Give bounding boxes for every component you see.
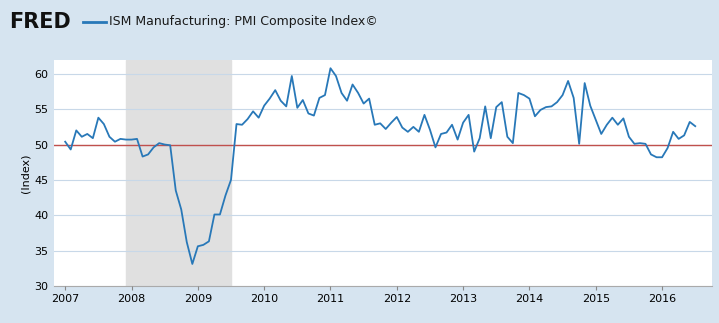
Y-axis label: (Index): (Index) (20, 153, 30, 193)
Text: FRED: FRED (9, 12, 71, 32)
Text: ISM Manufacturing: PMI Composite Index©: ISM Manufacturing: PMI Composite Index© (109, 15, 378, 28)
Bar (126, 60, 231, 286)
